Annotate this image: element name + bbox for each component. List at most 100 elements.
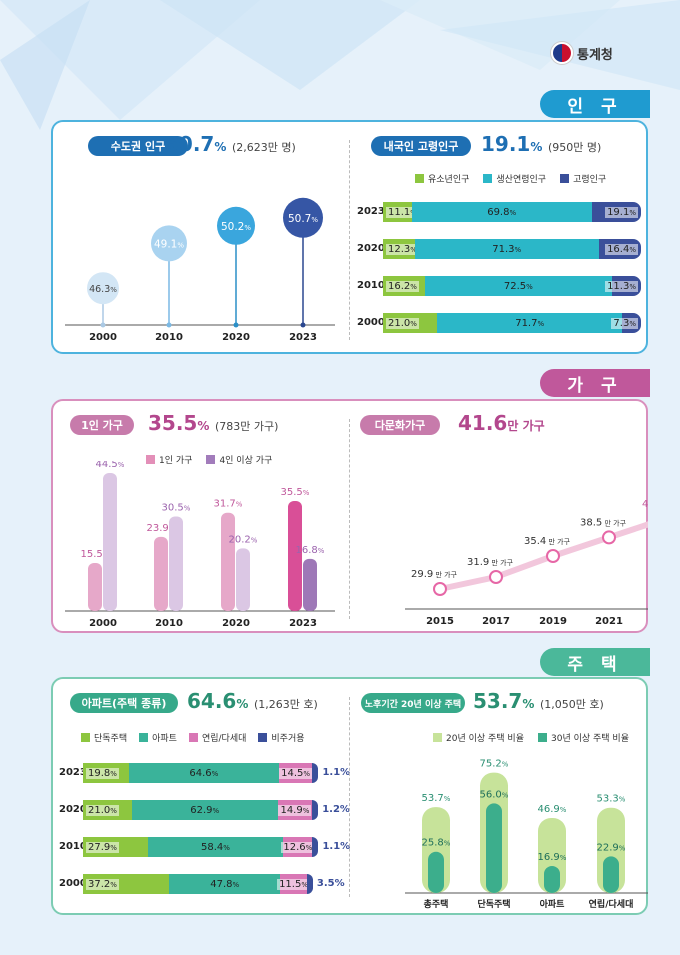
data-label: 56.0% — [480, 789, 509, 800]
bar-segment: 11.1% — [383, 202, 419, 222]
bar-segment: 19.8% — [83, 763, 129, 783]
lollipop-head — [283, 197, 323, 238]
elderly-headline: 19.1% (950만 명) — [481, 132, 601, 156]
legend-label: 고령인구 — [573, 175, 607, 185]
bar — [236, 548, 250, 611]
data-label: 30.5% — [162, 502, 191, 513]
bar-inner — [603, 856, 619, 893]
panel-divider — [349, 140, 350, 340]
data-label: 53.3% — [597, 794, 626, 805]
bar-segment: 27.9% — [83, 837, 148, 857]
x-tick-label: 2010 — [155, 618, 183, 629]
panel-divider — [349, 697, 350, 897]
legend-item: 30년 이상 주택 비율 — [538, 731, 629, 744]
metro-chart: 46.3% 2000 49.1% 2010 50.2% 2020 50.7% 2023 — [65, 197, 335, 343]
x-tick-label: 2000 — [89, 332, 117, 343]
bar — [88, 562, 102, 611]
data-label: 49.1% — [154, 238, 184, 250]
single-legend: 1인 가구 4인 이상 가구 — [146, 453, 272, 466]
bar-segment: 21.0% — [383, 313, 438, 333]
data-label: 44.5% — [96, 461, 125, 470]
population-panel: 수도권 인구 50.7% (2,623만 명) 46.3% 2000 49.1% 20… — [51, 120, 648, 354]
data-label: 35.5% — [281, 487, 310, 498]
data-label: 20.2% — [229, 534, 258, 545]
old-legend: 20년 이상 주택 비율 30년 이상 주택 비율 — [433, 731, 629, 744]
bar-segment: 69.8% — [411, 202, 592, 222]
apt-value: 64.6 — [187, 689, 237, 713]
legend-item: 비주거용 — [258, 731, 305, 744]
multi-unit: 만 가구 — [507, 419, 545, 433]
single-sub: (783만 가구) — [214, 420, 279, 433]
x-tick-label: 단독주택 — [477, 898, 510, 910]
legend-swatch — [188, 733, 198, 742]
bar-segment: 58.4% — [147, 837, 284, 857]
data-label: 11.5% — [277, 878, 310, 890]
x-tick-label: 연립/다세대 — [589, 898, 634, 910]
legend-item: 1인 가구 — [146, 453, 192, 466]
old-headline: 53.7% (1,050만 호) — [473, 689, 604, 713]
data-label: 31.7% — [214, 499, 243, 510]
bar-segment: 21.0% — [83, 800, 132, 820]
legend-label: 비주거용 — [271, 734, 305, 744]
data-label: 31.9 만 가구 — [467, 557, 514, 568]
elderly-legend: 유소년인구 생산연령인구 고령인구 — [415, 172, 606, 185]
x-tick-label: 2023 — [289, 332, 317, 343]
lollipop-base — [300, 322, 306, 328]
data-label: 22.9% — [597, 842, 626, 853]
apt-sub: (1,263만 호) — [253, 698, 318, 711]
legend-swatch — [139, 733, 149, 742]
single-chart: 15.5%44.5%200023.9%30.5%201031.7%20.2%20… — [65, 461, 335, 629]
data-label: 11.3% — [605, 280, 638, 292]
legend-item: 생산연령인구 — [483, 172, 546, 185]
multi-chart: 29.9 만 가구 2015 31.9 만 가구 2017 35.4 만 가구 2019 3… — [405, 499, 648, 627]
apt-pill: 아파트(주택 종류) — [70, 693, 178, 713]
data-label: 16.8% — [296, 545, 325, 556]
bar-segment — [312, 800, 319, 820]
y-tick-label: 2000 — [59, 878, 87, 889]
legend-item: 연립/다세대 — [188, 731, 246, 744]
bar-segment — [312, 837, 319, 857]
legend-label: 아파트 — [152, 734, 177, 744]
bar-segment: 62.9% — [131, 800, 278, 820]
data-point — [433, 582, 447, 596]
bar-segment: 71.7% — [437, 313, 623, 333]
data-label: 75.2% — [480, 759, 509, 770]
bar-segment: 71.3% — [414, 239, 599, 259]
section-tab-population: 인 구 — [540, 90, 650, 118]
data-label: 14.5% — [279, 767, 313, 779]
bar-segment: 47.8% — [169, 874, 281, 894]
data-label: 50.2% — [221, 221, 251, 233]
org-name: 통계청 — [577, 47, 613, 63]
single-unit: % — [197, 419, 210, 433]
single-headline: 35.5% (783만 가구) — [148, 411, 278, 435]
bar-segment: 64.6% — [128, 763, 279, 783]
bar-inner — [428, 851, 444, 893]
lollipop-head — [151, 225, 187, 262]
data-label: 14.9% — [278, 804, 312, 816]
bar-segment: 14.5% — [278, 763, 313, 783]
bar — [288, 500, 302, 611]
data-label: 37.2% — [86, 878, 119, 890]
data-label: 69.8% — [487, 206, 517, 218]
section-tab-housing: 주 택 — [540, 648, 650, 676]
household-panel: 1인 가구 35.5% (783만 가구) 1인 가구 4인 이상 가구 15.5… — [51, 399, 648, 633]
metro-pill: 수도권 인구 — [88, 136, 188, 156]
data-label: 16.9% — [538, 852, 567, 863]
data-label: 1.2% — [322, 804, 350, 815]
legend-item: 4인 이상 가구 — [206, 453, 272, 466]
legend-label: 생산연령인구 — [496, 175, 547, 185]
bar — [154, 536, 168, 611]
data-label: 7.3% — [611, 317, 638, 329]
x-tick-label: 2023 — [289, 618, 317, 629]
bar-segment: 14.9% — [277, 800, 313, 820]
bar-inner — [486, 803, 502, 893]
taegeuk-icon — [551, 42, 573, 64]
data-point — [546, 549, 560, 563]
apt-chart: 2023 19.8% 64.6% 14.5% 1.1% 2020 21.0% 62.9% 14.… — [53, 679, 353, 917]
data-label: 25.8% — [422, 838, 451, 849]
apt-legend: 단독주택 아파트 연립/다세대 비주거용 — [81, 731, 305, 744]
data-label: 19.8% — [86, 767, 119, 779]
bar-segment: 11.3% — [605, 276, 641, 296]
x-tick-label: 2020 — [222, 618, 250, 629]
data-label: 16.2% — [386, 280, 419, 292]
